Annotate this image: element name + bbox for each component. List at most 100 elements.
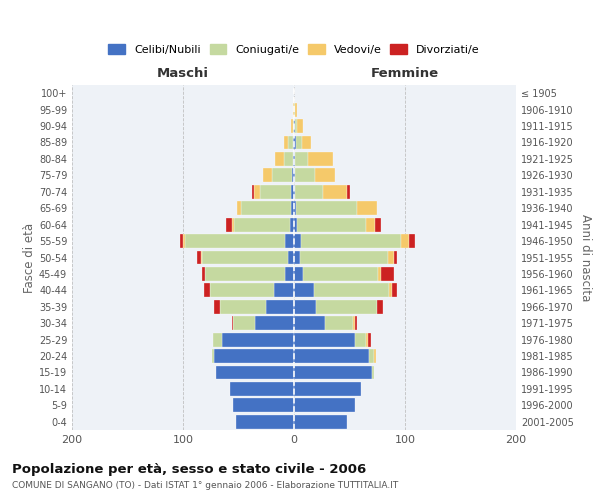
Bar	[290, 218, 294, 232]
Bar	[285, 267, 294, 281]
Bar	[202, 250, 289, 264]
Bar	[284, 152, 293, 166]
Bar	[293, 102, 294, 117]
Bar	[295, 185, 323, 199]
Bar	[375, 218, 380, 232]
Bar	[372, 366, 374, 380]
Bar	[316, 300, 377, 314]
Bar	[295, 168, 315, 182]
Bar	[302, 136, 311, 149]
Bar	[295, 152, 308, 166]
Bar	[197, 250, 201, 264]
Bar	[389, 284, 392, 298]
Bar	[401, 234, 409, 248]
Bar	[284, 136, 289, 149]
Bar	[201, 250, 202, 264]
Bar	[294, 398, 355, 412]
Bar	[388, 250, 394, 264]
Bar	[298, 119, 303, 133]
Legend: Celibi/Nubili, Coniugati/e, Vedovi/e, Divorziati/e: Celibi/Nubili, Coniugati/e, Vedovi/e, Di…	[106, 42, 482, 58]
Text: Maschi: Maschi	[157, 67, 209, 80]
Bar	[204, 284, 209, 298]
Bar	[294, 382, 361, 396]
Bar	[205, 267, 285, 281]
Bar	[294, 168, 295, 182]
Bar	[409, 234, 415, 248]
Bar	[294, 366, 372, 380]
Bar	[212, 349, 214, 363]
Bar	[220, 300, 266, 314]
Bar	[293, 119, 294, 133]
Bar	[272, 168, 292, 182]
Bar	[255, 316, 294, 330]
Bar	[294, 201, 296, 215]
Bar	[294, 250, 299, 264]
Bar	[294, 349, 370, 363]
Bar	[292, 168, 294, 182]
Bar	[303, 267, 379, 281]
Bar	[230, 382, 294, 396]
Bar	[241, 201, 290, 215]
Text: Popolazione per età, sesso e stato civile - 2006: Popolazione per età, sesso e stato civil…	[12, 462, 366, 475]
Bar	[233, 398, 294, 412]
Bar	[355, 332, 366, 346]
Bar	[314, 284, 389, 298]
Bar	[347, 185, 349, 199]
Bar	[294, 332, 355, 346]
Bar	[263, 168, 272, 182]
Bar	[290, 201, 294, 215]
Bar	[266, 300, 294, 314]
Bar	[185, 234, 285, 248]
Bar	[202, 267, 205, 281]
Bar	[289, 250, 294, 264]
Bar	[290, 185, 294, 199]
Y-axis label: Fasce di età: Fasce di età	[23, 222, 36, 292]
Text: COMUNE DI SANGANO (TO) - Dati ISTAT 1° gennaio 2006 - Elaborazione TUTTITALIA.IT: COMUNE DI SANGANO (TO) - Dati ISTAT 1° g…	[12, 481, 398, 490]
Bar	[294, 284, 314, 298]
Bar	[214, 349, 294, 363]
Bar	[293, 136, 294, 149]
Bar	[294, 267, 303, 281]
Bar	[296, 136, 302, 149]
Bar	[295, 102, 298, 117]
Bar	[296, 201, 357, 215]
Bar	[294, 185, 295, 199]
Bar	[254, 185, 260, 199]
Bar	[290, 119, 293, 133]
Text: Femmine: Femmine	[371, 67, 439, 80]
Bar	[260, 185, 290, 199]
Bar	[380, 267, 394, 281]
Bar	[234, 218, 290, 232]
Bar	[226, 218, 232, 232]
Bar	[179, 234, 183, 248]
Bar	[325, 316, 353, 330]
Bar	[374, 349, 376, 363]
Bar	[392, 284, 397, 298]
Bar	[274, 284, 294, 298]
Bar	[301, 234, 401, 248]
Bar	[236, 415, 294, 429]
Bar	[298, 218, 366, 232]
Bar	[370, 349, 374, 363]
Bar	[294, 316, 325, 330]
Bar	[366, 218, 375, 232]
Bar	[293, 152, 294, 166]
Bar	[209, 284, 274, 298]
Bar	[217, 366, 294, 380]
Bar	[214, 300, 220, 314]
Bar	[183, 234, 185, 248]
Bar	[295, 119, 298, 133]
Bar	[285, 234, 294, 248]
Bar	[289, 136, 293, 149]
Y-axis label: Anni di nascita: Anni di nascita	[579, 214, 592, 301]
Bar	[238, 201, 241, 215]
Bar	[394, 250, 397, 264]
Bar	[294, 234, 301, 248]
Bar	[353, 316, 355, 330]
Bar	[233, 316, 255, 330]
Bar	[294, 102, 295, 117]
Bar	[294, 119, 295, 133]
Bar	[213, 332, 222, 346]
Bar	[299, 250, 388, 264]
Bar	[308, 152, 333, 166]
